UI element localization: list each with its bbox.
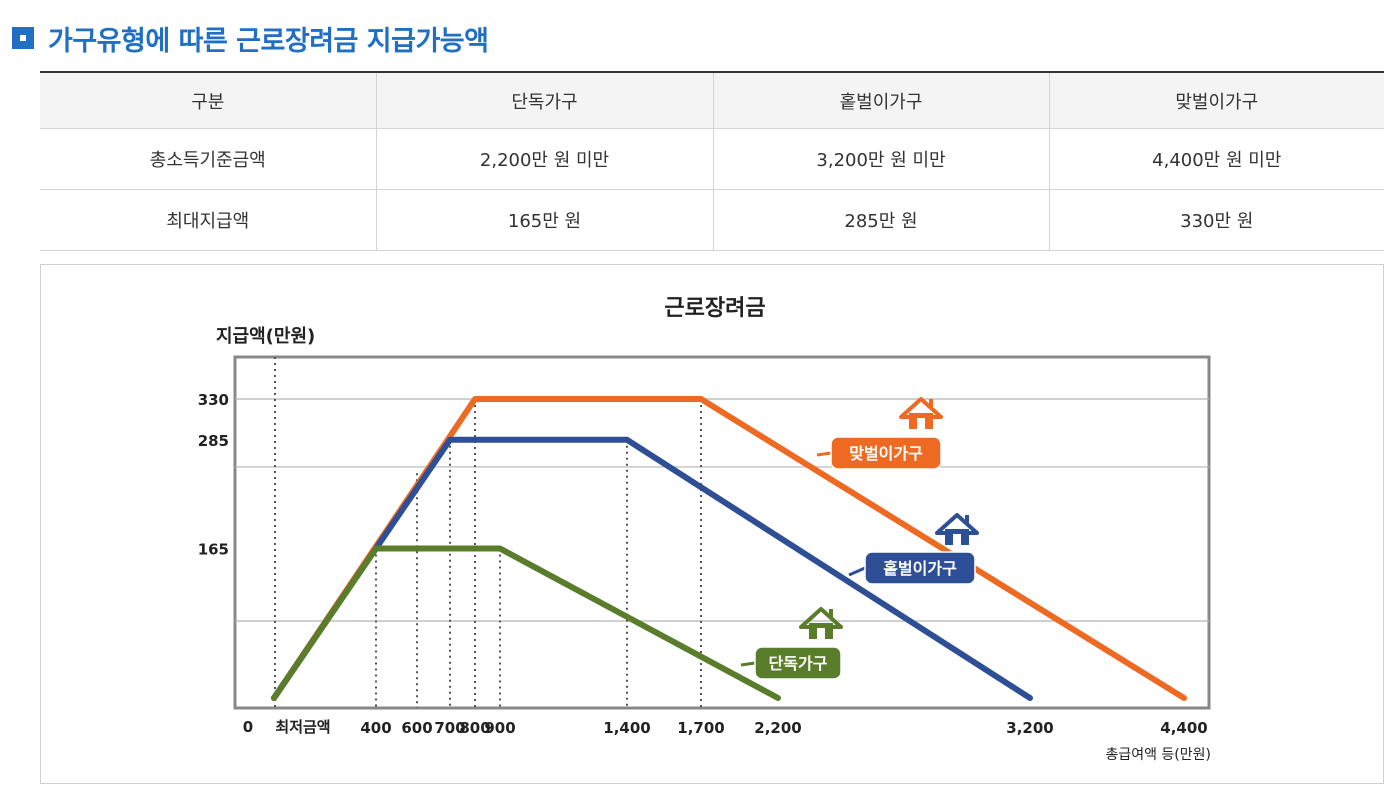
- series-label-badge: [754, 646, 842, 680]
- series-label: 단독가구: [769, 654, 828, 673]
- series-label: 홑벌이가구: [883, 559, 957, 578]
- table-header-row: 구분 단독가구 홑벌이가구 맞벌이가구: [40, 71, 1384, 129]
- house-icon: [799, 607, 843, 639]
- square-bullet-icon: [12, 27, 34, 49]
- chart-panel: 근로장려금 지급액(만원) 총급여액 등(만원) 0 최저금액 165 285 33…: [40, 264, 1384, 784]
- table-cell: 285만 원: [712, 189, 1049, 251]
- y-tick-label: 285: [198, 432, 229, 450]
- x-tick-label: 600: [401, 719, 432, 737]
- house-door: [817, 628, 825, 639]
- page-header: 가구유형에 따른 근로장려금 지급가능액: [12, 18, 489, 58]
- table-cell: 2,200만 원 미만: [375, 128, 713, 190]
- table-cell: 330만 원: [1048, 189, 1384, 251]
- house-chimney: [829, 609, 833, 617]
- series-label-badge: [864, 551, 976, 585]
- house-door: [917, 418, 925, 429]
- x-tick-label: 1,400: [603, 719, 650, 737]
- house-chimney: [965, 515, 969, 523]
- table-header-cell: 구분: [40, 71, 376, 129]
- y-tick-label: 330: [198, 391, 229, 409]
- label-leader: [848, 566, 866, 577]
- benefit-chart: 근로장려금 지급액(만원) 총급여액 등(만원) 0 최저금액 165 285 33…: [198, 296, 1211, 763]
- x-tick-label: 3,200: [1006, 719, 1053, 737]
- table-cell: 4,400만 원 미만: [1048, 128, 1384, 190]
- table-cell: 총소득기준금액: [40, 128, 376, 190]
- series-line: [271, 545, 781, 701]
- x-tick-label: 700: [434, 719, 465, 737]
- table-header-cell: 맞벌이가구: [1048, 71, 1384, 129]
- x-tick-label: 1,700: [677, 719, 724, 737]
- label-leader: [816, 451, 832, 457]
- series-label: 맞벌이가구: [849, 444, 923, 463]
- page-title: 가구유형에 따른 근로장려금 지급가능액: [48, 25, 489, 57]
- x-tick-label: 900: [484, 719, 515, 737]
- house-chimney: [929, 399, 933, 407]
- table-row: 최대지급액 165만 원 285만 원 330만 원: [40, 189, 1384, 251]
- table-cell: 165만 원: [375, 189, 713, 251]
- origin-label: 0: [243, 718, 253, 736]
- x-axis-label: 총급여액 등(만원): [1105, 747, 1211, 763]
- table-row: 총소득기준금액 2,200만 원 미만 3,200만 원 미만 4,400만 원…: [40, 128, 1384, 190]
- y-tick-label: 165: [198, 541, 229, 559]
- table-header-cell: 단독가구: [375, 71, 713, 129]
- house-icon: [935, 513, 979, 545]
- house-door: [953, 534, 961, 545]
- benefit-table: 구분 단독가구 홑벌이가구 맞벌이가구 총소득기준금액 2,200만 원 미만 …: [40, 71, 1384, 251]
- x-tick-label: 400: [360, 719, 391, 737]
- table-header-cell: 홑벌이가구: [712, 71, 1049, 129]
- y-axis-label: 지급액(만원): [216, 326, 315, 347]
- label-leader: [740, 661, 756, 667]
- table-cell: 최대지급액: [40, 189, 376, 251]
- chart-title: 근로장려금: [664, 296, 765, 321]
- table-cell: 3,200만 원 미만: [712, 128, 1049, 190]
- x-tick-label: 2,200: [754, 719, 801, 737]
- min-wage-label: 최저금액: [275, 718, 330, 736]
- x-tick-label: 800: [459, 719, 490, 737]
- house-icon: [899, 397, 943, 429]
- x-tick-label: 4,400: [1160, 719, 1207, 737]
- series-label-badge: [830, 436, 942, 470]
